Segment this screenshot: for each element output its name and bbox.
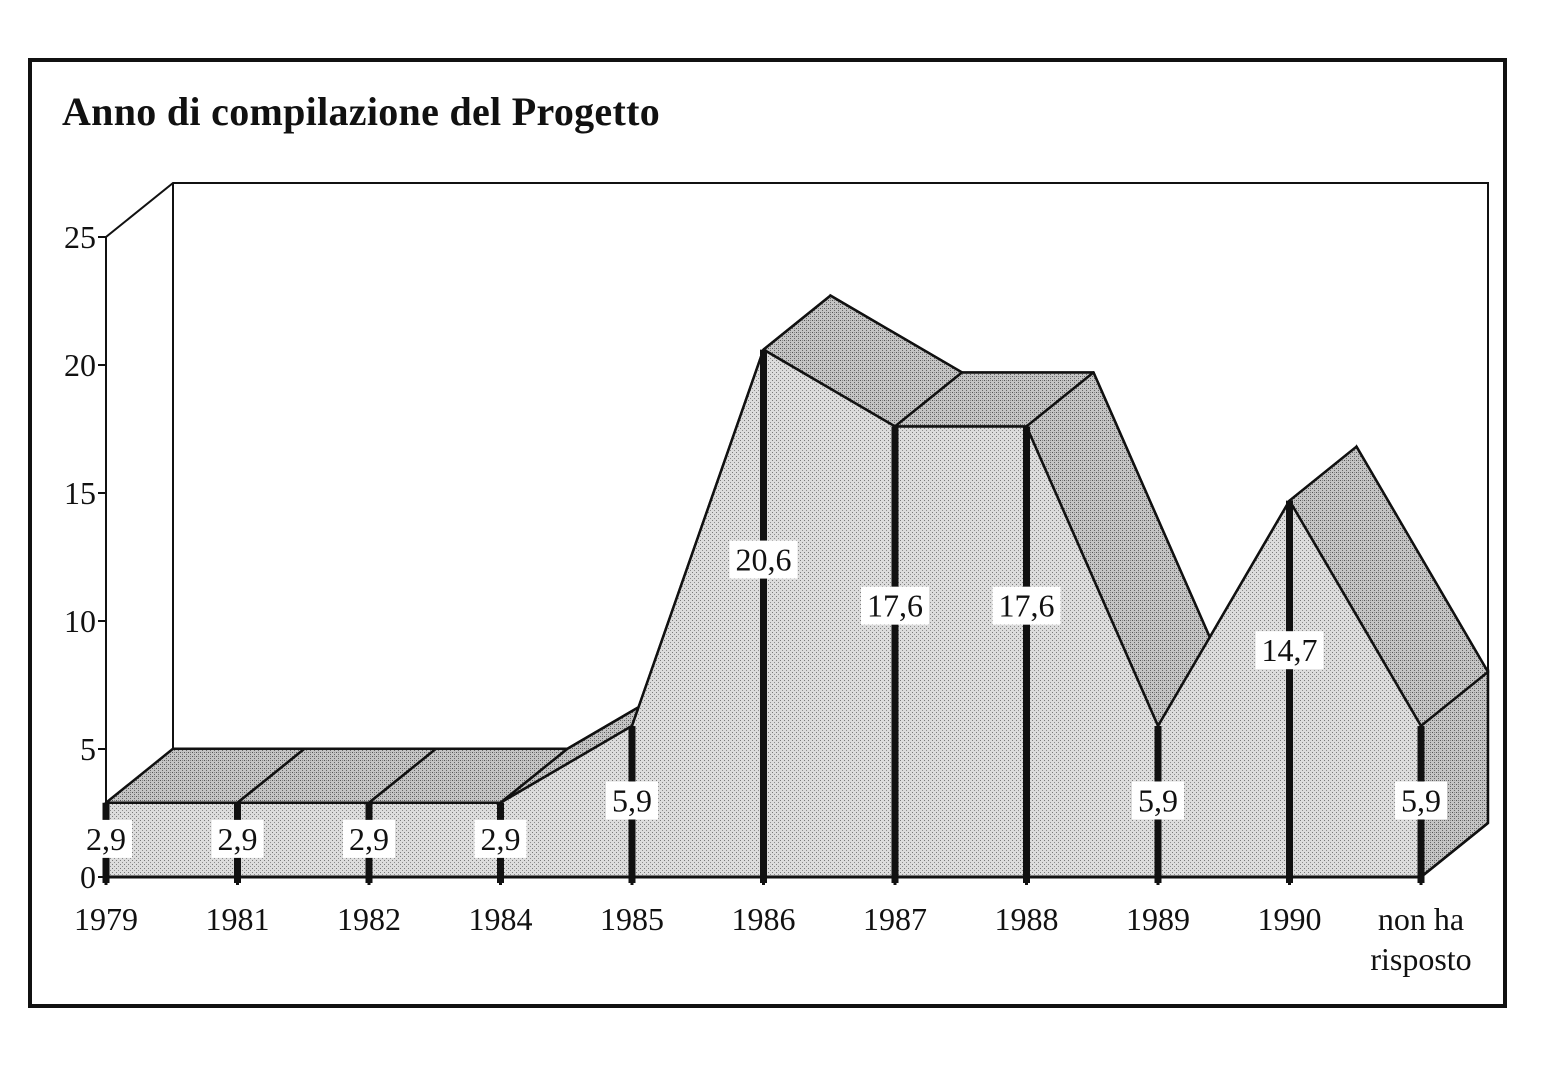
chart-title: Anno di compilazione del Progetto — [62, 89, 661, 134]
data-label-group: 2,9 — [343, 819, 395, 858]
data-label-box — [80, 819, 132, 858]
data-label-box — [1395, 781, 1447, 820]
data-label: 2,9 — [349, 821, 389, 857]
y-tick-label: 10 — [64, 603, 96, 639]
data-label-box — [861, 586, 929, 625]
x-tick-label: 1982 — [337, 901, 401, 937]
data-label-group: 5,9 — [1132, 781, 1184, 820]
data-label: 17,6 — [867, 588, 923, 624]
x-tick-label: 1990 — [1258, 901, 1322, 937]
data-label: 5,9 — [1401, 782, 1441, 818]
x-tick-label: 1979 — [74, 901, 138, 937]
data-label-box — [211, 819, 264, 858]
x-tick-label: 1987 — [863, 901, 927, 937]
data-label: 20,6 — [736, 542, 792, 578]
data-label: 14,7 — [1262, 632, 1318, 668]
x-tick-label: 1984 — [469, 901, 533, 937]
data-label: 17,6 — [999, 588, 1055, 624]
x-tick-label: non ha risposto — [1370, 901, 1471, 977]
data-label-group: 20,6 — [729, 540, 798, 579]
data-label-box — [343, 819, 395, 858]
data-label-box — [1255, 631, 1324, 670]
x-tick-label: 1985 — [600, 901, 664, 937]
data-label-group: 14,7 — [1255, 631, 1324, 670]
data-label: 5,9 — [612, 782, 652, 818]
data-label-box — [992, 586, 1061, 625]
data-label-group: 5,9 — [1395, 781, 1447, 820]
data-label: 2,9 — [481, 821, 521, 857]
data-label: 2,9 — [86, 821, 126, 857]
data-label-group: 17,6 — [861, 586, 929, 625]
y-tick-label: 25 — [64, 219, 96, 255]
data-label-group: 17,6 — [992, 586, 1061, 625]
data-label-group: 5,9 — [606, 781, 658, 820]
y-tick-label: 5 — [80, 731, 96, 767]
y-tick-label: 20 — [64, 347, 96, 383]
x-tick-label: 1981 — [206, 901, 270, 937]
data-label-box — [729, 540, 798, 579]
data-label: 5,9 — [1138, 782, 1178, 818]
data-label-box — [606, 781, 658, 820]
x-tick-label: 1989 — [1126, 901, 1190, 937]
data-label: 2,9 — [218, 821, 258, 857]
data-label-group: 2,9 — [211, 819, 264, 858]
data-label-box — [474, 819, 527, 858]
data-label-group: 2,9 — [474, 819, 527, 858]
y-tick-label: 0 — [80, 859, 96, 895]
x-tick-label: 1988 — [995, 901, 1059, 937]
x-axis-depth-line — [1420, 822, 1489, 878]
x-tick-label: 1986 — [732, 901, 796, 937]
data-label-box — [1132, 781, 1184, 820]
data-label-group: 2,9 — [80, 819, 132, 858]
y-tick-label: 15 — [64, 475, 96, 511]
